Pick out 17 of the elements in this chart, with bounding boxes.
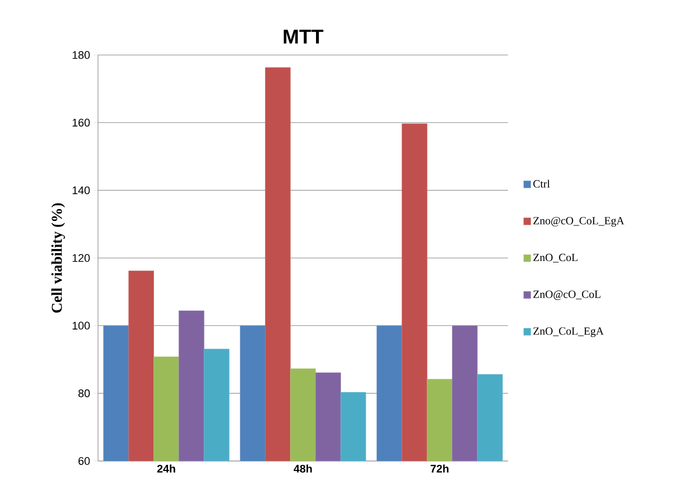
y-tick-label: 80 (78, 389, 90, 398)
y-axis-title: Cell viability (%) (51, 203, 65, 313)
y-tick-label: 120 (72, 254, 90, 262)
legend-label: ZnO@cO_CoL (533, 290, 600, 300)
y-tick-label: 160 (72, 118, 90, 127)
y-tick-label: 140 (72, 186, 90, 194)
y-tick-label: 100 (72, 322, 90, 330)
legend-label: ZnO_CoL (533, 254, 578, 262)
x-tick-label: 72h (430, 464, 448, 472)
x-tick-label: 48h (294, 464, 312, 473)
y-tick-label: 180 (72, 51, 90, 59)
legend-label: Ctrl (533, 180, 550, 188)
legend-label: ZnO_CoL_EgA (533, 327, 604, 338)
legend-label: Zno@cO_CoL_EgA (533, 216, 624, 227)
chart-title: MTT (284, 30, 324, 44)
y-tick-label: 60 (78, 457, 90, 465)
x-tick-label: 24h (157, 464, 176, 472)
